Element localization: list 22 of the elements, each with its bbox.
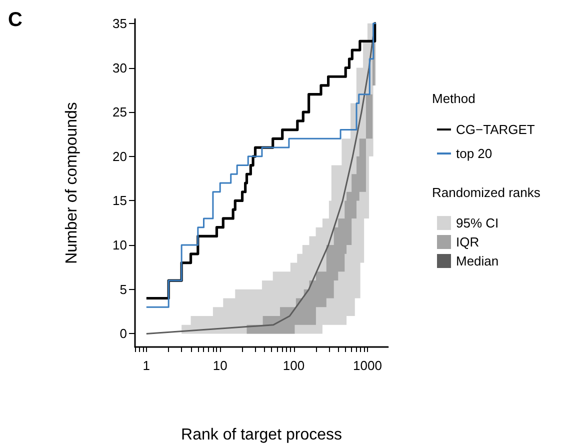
y-tick-label: 15 — [112, 193, 127, 208]
y-tick-label: 0 — [120, 326, 127, 342]
legend-label: top 20 — [456, 146, 492, 161]
y-tick-label: 20 — [112, 148, 127, 164]
legend-label: 95% CI — [456, 216, 499, 230]
x-tick-label: 100 — [282, 358, 305, 373]
y-tick-label: 5 — [120, 282, 127, 297]
x-tick-label: 1000 — [353, 358, 382, 373]
x-tick-label: 1 — [142, 358, 150, 373]
legend-label: IQR — [456, 234, 480, 250]
legend-label: CG−TARGET — [456, 122, 535, 137]
y-tick-label: 10 — [112, 238, 127, 253]
x-axis-title: Rank of target process — [181, 426, 342, 444]
legend-title: Method — [432, 91, 476, 106]
text: C — [8, 9, 22, 31]
x-tick-label: 10 — [212, 358, 228, 373]
text: Randomized ranks — [432, 185, 541, 200]
legend-label: Median — [456, 254, 499, 268]
y-tick-label: 25 — [112, 104, 127, 120]
y-tick-label: 30 — [112, 60, 127, 76]
y-tick-label: 35 — [112, 16, 127, 31]
y-axis-title: Number of compounds — [64, 102, 80, 264]
